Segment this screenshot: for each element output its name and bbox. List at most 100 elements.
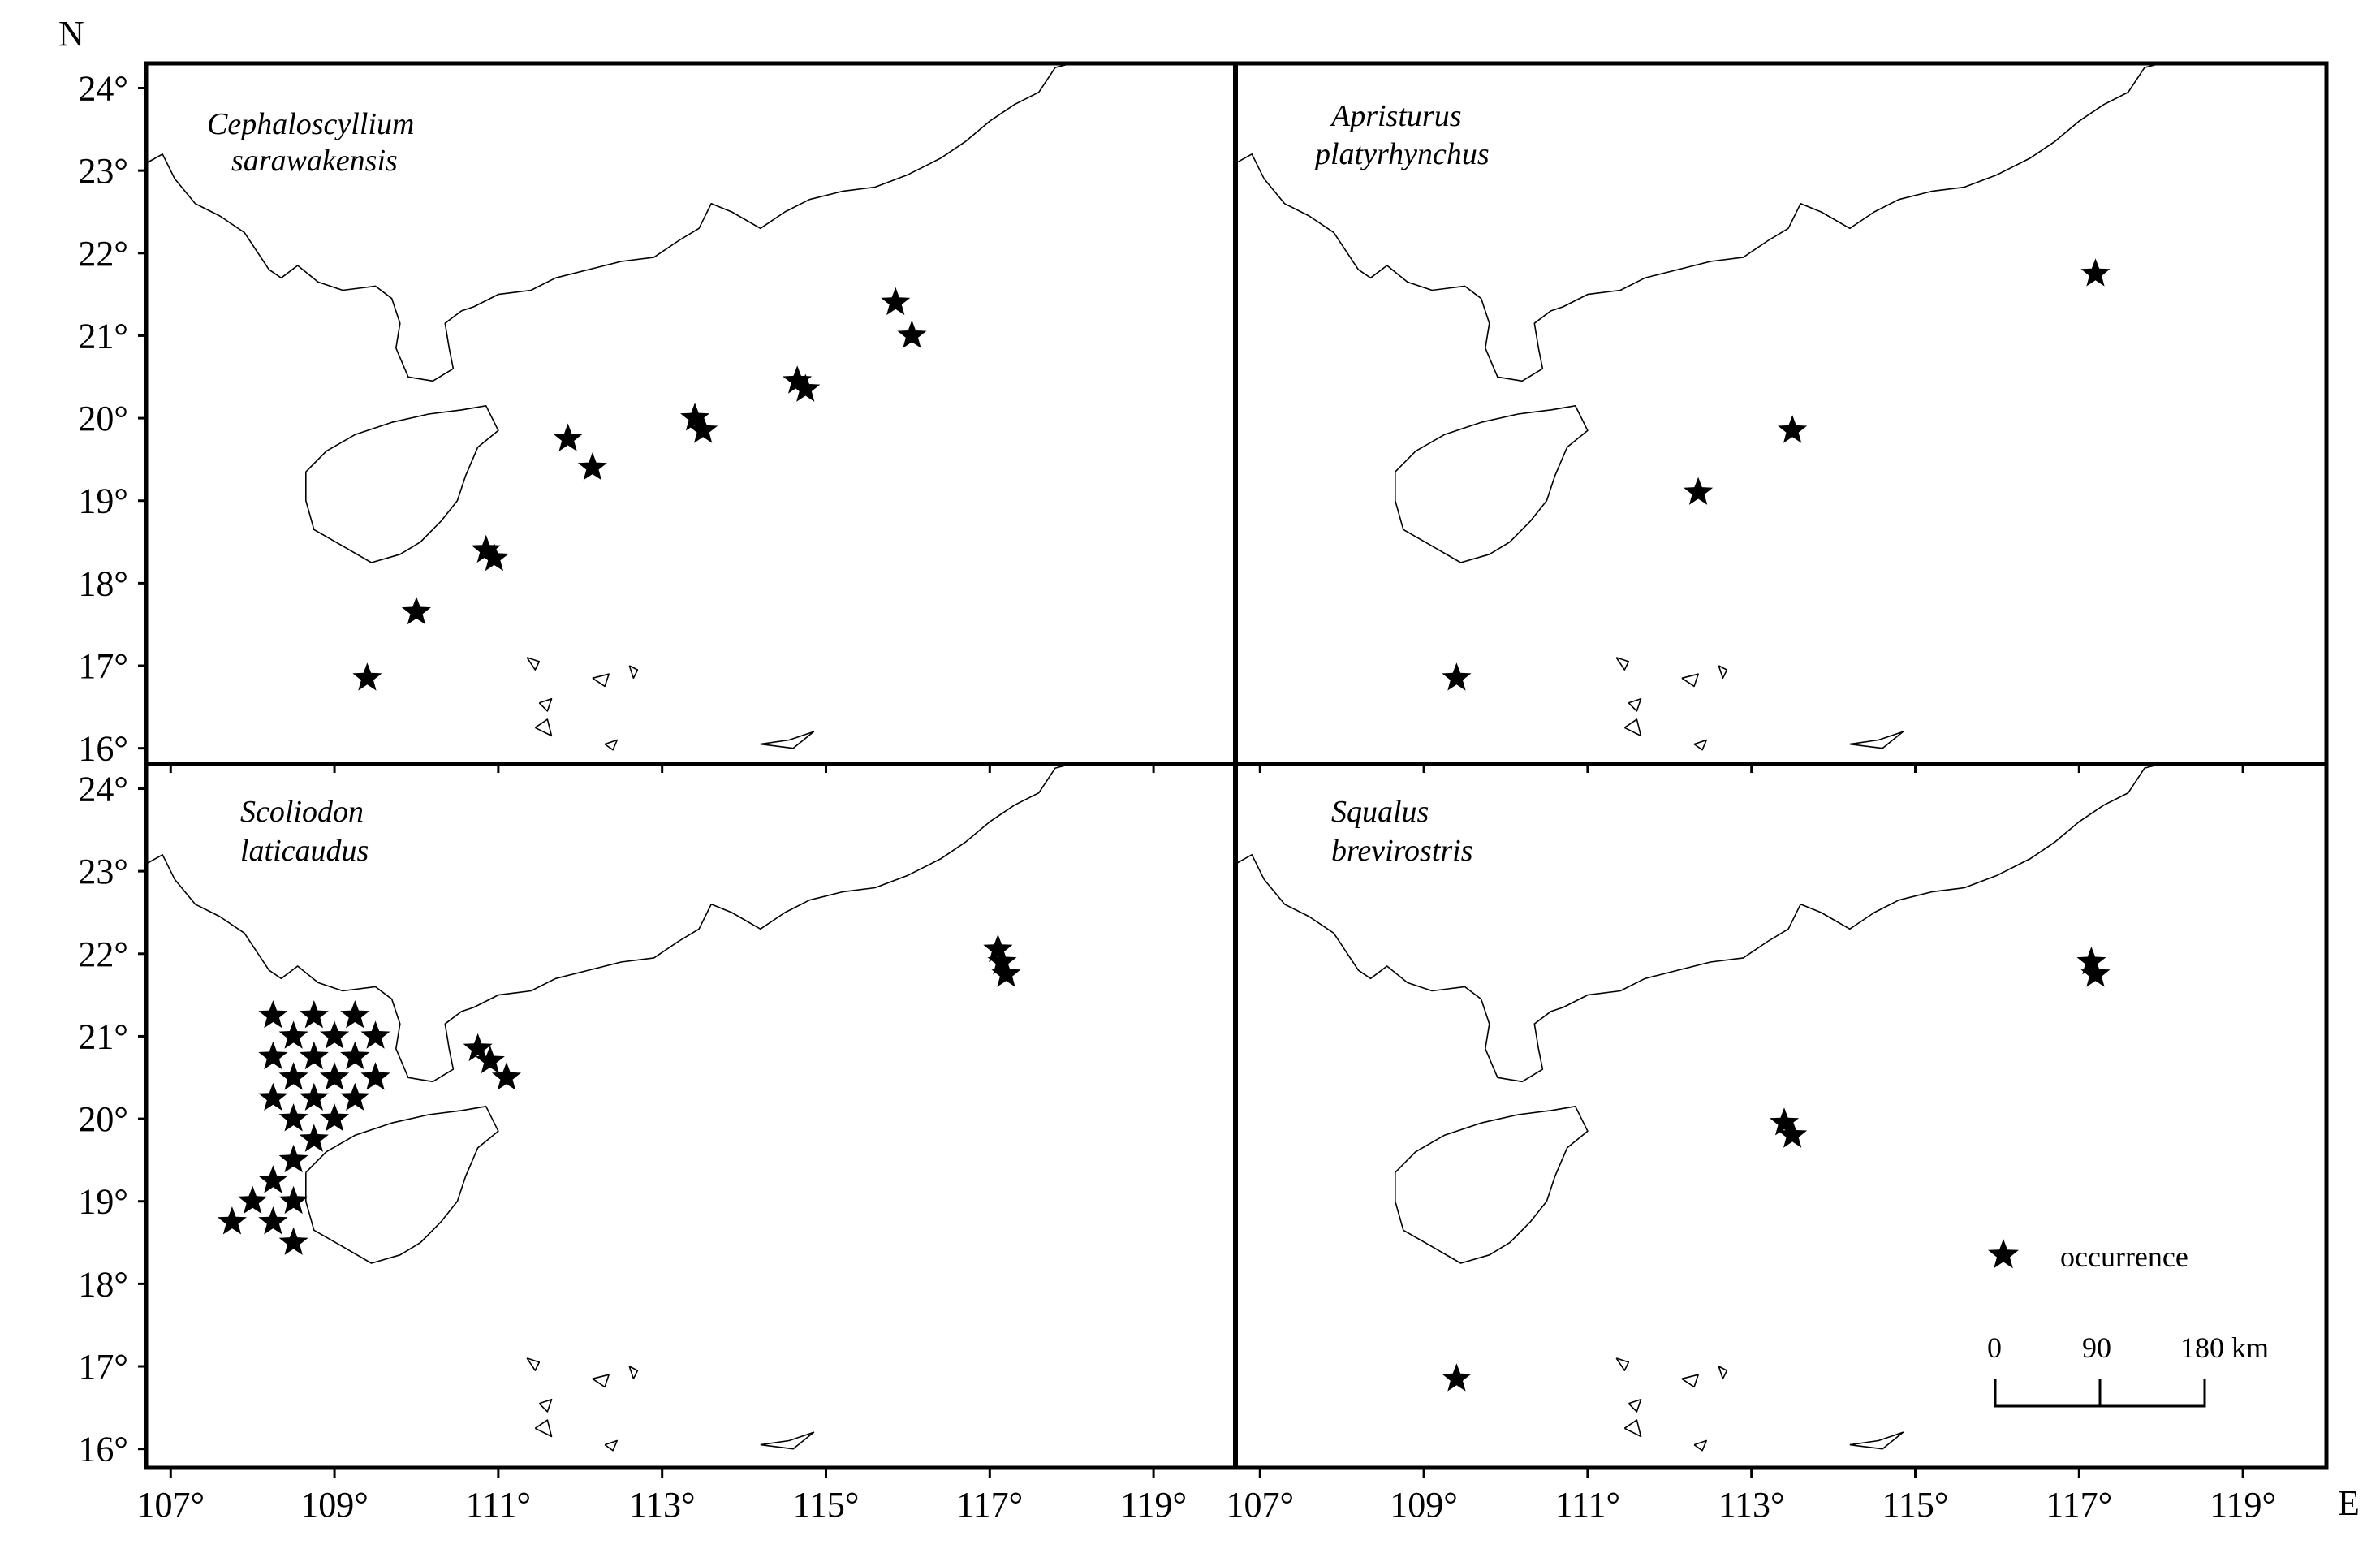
mainland-coastline <box>1236 763 2162 1083</box>
occurrence-star-icon <box>983 934 1013 963</box>
hainan-island-outline <box>304 404 499 563</box>
occurrence-star-icon <box>475 1045 505 1074</box>
island-outline <box>1849 1431 1904 1450</box>
island-outline <box>534 1419 553 1438</box>
occurrence-star-icon <box>401 597 431 625</box>
longitude-tick-label: 119° <box>1120 1485 1187 1525</box>
occurrence-star-icon <box>688 415 718 443</box>
latitude-tick-label: 24° <box>78 68 128 108</box>
occurrence-star-icon <box>320 1103 350 1132</box>
longitude-tick-label: 117° <box>2046 1485 2112 1525</box>
mainland-coastline <box>147 63 1072 382</box>
latitude-tick-label: 22° <box>78 934 128 974</box>
occurrence-star-icon <box>1442 1363 1472 1392</box>
occurrence-markers-panel-3 <box>217 934 1021 1255</box>
longitude-tick-label: 107° <box>1226 1485 1294 1525</box>
occurrence-star-icon <box>258 1000 288 1029</box>
occurrence-star-icon <box>258 1206 288 1235</box>
latitude-tick-label: 21° <box>78 1016 128 1056</box>
occurrence-star-icon <box>1778 415 1808 443</box>
scale-label-180: 180 km <box>2180 1331 2269 1364</box>
occurrence-star-icon <box>299 1041 329 1070</box>
mainland-coastline <box>1236 63 2162 382</box>
occurrence-star-icon <box>278 1185 308 1215</box>
occurrence-star-icon <box>278 1020 308 1049</box>
occurrence-star-icon <box>299 1000 329 1029</box>
island-outline <box>1615 657 1630 671</box>
occurrence-markers <box>217 258 2111 1392</box>
island-outline <box>1693 1439 1707 1452</box>
latitude-tick-label: 18° <box>78 563 128 603</box>
occurrence-star-icon <box>987 947 1017 975</box>
island-outline <box>538 1398 553 1413</box>
scale-label-90: 90 <box>2082 1331 2111 1364</box>
occurrence-star-icon <box>352 662 382 691</box>
occurrence-star-icon <box>258 1165 288 1193</box>
east-axis-label: E <box>2338 1483 2360 1523</box>
species-label-panel-4: Squalus brevirostris <box>1331 795 1473 868</box>
island-outline <box>1623 718 1642 737</box>
occurrence-star-icon <box>897 320 927 348</box>
occurrence-star-icon <box>680 403 710 431</box>
occurrence-star-icon <box>791 373 821 402</box>
species-name-epithet: platyrhynchus <box>1313 137 1490 171</box>
occurrence-star-icon <box>360 1062 390 1090</box>
occurrence-star-icon <box>2076 947 2106 975</box>
longitude-tick-label: 109° <box>300 1485 369 1525</box>
species-name-genus: Cephaloscyllium <box>207 107 414 141</box>
longitude-tick-label: 113° <box>1718 1485 1785 1525</box>
latitude-tick-label: 22° <box>78 234 128 274</box>
occurrence-star-icon <box>991 959 1021 987</box>
island-outline <box>1615 1357 1630 1371</box>
island-outline <box>538 697 553 712</box>
island-outline <box>534 718 553 737</box>
island-outline <box>526 657 541 671</box>
island-outline <box>760 731 815 749</box>
species-name-epithet: sarawakensis <box>231 144 398 178</box>
island-outline <box>604 1439 619 1452</box>
latitude-tick-label: 19° <box>78 481 128 521</box>
occurrence-star-icon <box>299 1082 329 1111</box>
longitude-tick-label: 109° <box>1390 1485 1458 1525</box>
latitude-tick-label: 17° <box>78 1347 128 1387</box>
scale-label-0: 0 <box>1987 1331 2002 1364</box>
occurrence-star-icon <box>479 542 509 572</box>
occurrence-star-icon <box>463 1033 493 1062</box>
longitude-tick-label: 113° <box>629 1485 696 1525</box>
latitude-tick-label: 16° <box>78 1430 128 1469</box>
species-name-epithet: brevirostris <box>1331 834 1473 868</box>
latitude-tick-label: 19° <box>78 1182 128 1222</box>
occurrence-star-icon <box>340 1041 370 1070</box>
occurrence-star-icon <box>258 1082 288 1111</box>
island-outline <box>526 1357 541 1371</box>
latitude-tick-label: 17° <box>78 646 128 686</box>
latitude-tick-label: 21° <box>78 316 128 356</box>
island-outline <box>1628 1398 1642 1413</box>
latitude-tick-label: 20° <box>78 1099 128 1139</box>
island-outline <box>1718 1366 1728 1380</box>
latitude-tick-label: 23° <box>78 852 128 891</box>
occurrence-star-icon <box>783 365 813 394</box>
longitude-tick-label: 117° <box>956 1485 1023 1525</box>
occurrence-star-icon <box>491 1062 521 1090</box>
island-outline <box>1718 665 1728 680</box>
island-outline <box>1681 1374 1699 1388</box>
longitude-tick-label: 111° <box>466 1485 531 1525</box>
scale-bar-line <box>1994 1379 2206 1408</box>
occurrence-star-icon <box>471 534 501 563</box>
occurrence-star-icon <box>360 1020 390 1049</box>
species-name-genus: Scoliodon <box>240 795 364 829</box>
latitude-tick-label: 23° <box>78 151 128 191</box>
occurrence-star-icon <box>278 1227 308 1255</box>
occurrence-star-icon <box>2080 258 2111 287</box>
occurrence-star-icon <box>1778 1120 1808 1148</box>
occurrence-star-icon <box>217 1206 247 1235</box>
occurrence-star-icon <box>340 1082 370 1111</box>
occurrence-star-icon <box>258 1041 288 1070</box>
latitude-tick-label: 18° <box>78 1264 128 1304</box>
species-label-panel-1: Cephaloscyllium sarawakensis <box>207 107 414 178</box>
island-outline <box>1693 739 1707 751</box>
occurrence-markers-panel-4 <box>1442 947 2111 1392</box>
occurrence-star-icon <box>1684 477 1714 505</box>
occurrence-star-icon <box>278 1103 308 1132</box>
